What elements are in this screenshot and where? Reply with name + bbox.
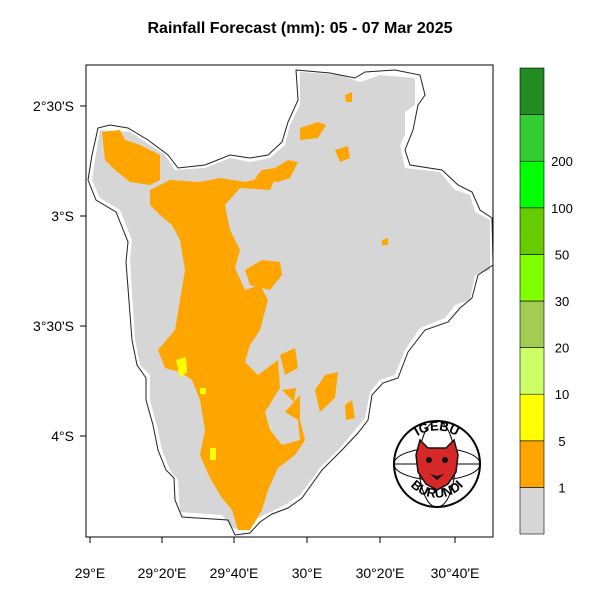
legend-swatch: [519, 347, 545, 395]
legend-swatch: [519, 160, 545, 209]
legend-swatch: [519, 393, 545, 442]
y-tick-label: 3°30'S: [33, 318, 74, 334]
legend-colorbar: [519, 67, 545, 535]
y-tick-label: 2°30'S: [33, 98, 74, 114]
legend-label: 10: [555, 387, 569, 402]
legend-swatch: [519, 300, 545, 348]
legend-label: 200: [551, 154, 573, 169]
legend-swatch: [519, 207, 545, 255]
legend-swatch: [519, 440, 545, 488]
legend-label: 50: [555, 247, 569, 262]
x-axis: [89, 537, 456, 543]
x-tick-label: 30°E: [292, 565, 323, 581]
legend-swatch: [519, 487, 545, 535]
leopard-head-icon: [415, 438, 459, 491]
x-tick-label: 29°40'E: [210, 565, 259, 581]
igebu-logo: IGEBU BURUNDI: [393, 418, 481, 508]
legend-swatch: [519, 254, 545, 302]
y-tick-label: 4°S: [51, 428, 74, 444]
legend-labels: 1 5 10 20 30 50 100 200: [551, 154, 573, 495]
country-border: [87, 69, 494, 536]
x-tick-label: 29°E: [75, 565, 106, 581]
x-tick-label: 30°20'E: [356, 565, 405, 581]
rainfall-areas-light: [102, 92, 388, 530]
y-tick-label: 3°S: [51, 208, 74, 224]
y-axis: [80, 105, 86, 437]
legend-swatch: [519, 114, 545, 162]
legend-label: 100: [551, 201, 573, 216]
legend-label: 20: [555, 341, 569, 356]
legend-label: 1: [558, 480, 565, 495]
legend-label: 30: [555, 294, 569, 309]
x-tick-label: 29°20'E: [138, 565, 187, 581]
map-title: Rainfall Forecast (mm): 05 - 07 Mar 2025: [147, 20, 453, 37]
legend-label: 5: [558, 434, 565, 449]
logo-top-text: IGEBU: [411, 418, 461, 439]
rainfall-areas-moderate: [176, 357, 216, 460]
legend-swatch: [519, 67, 545, 115]
x-tick-label: 30°40'E: [431, 565, 480, 581]
